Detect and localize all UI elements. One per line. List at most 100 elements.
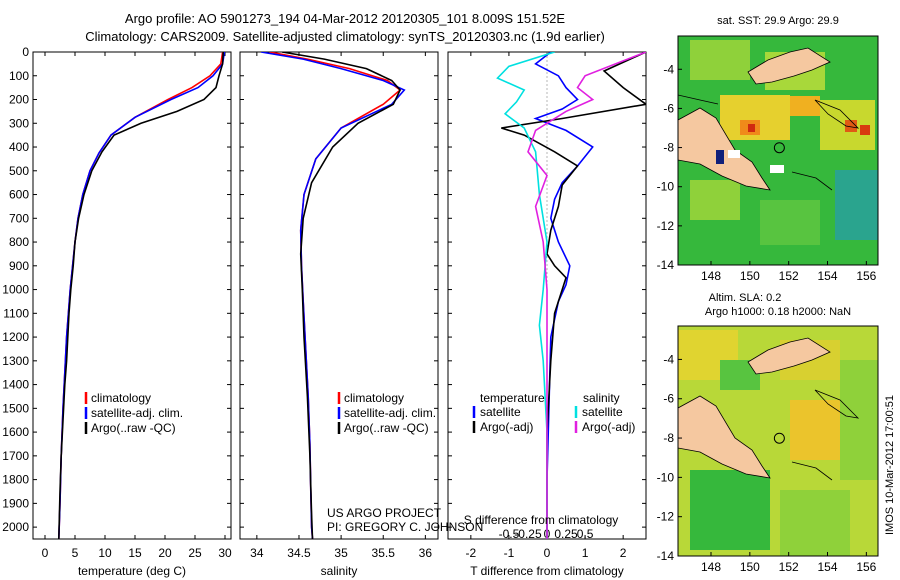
difference-xtick-label: -1 (504, 546, 515, 560)
salinity-xtick-label: 35.5 (372, 546, 396, 560)
depth-tick-label: 1800 (2, 473, 29, 487)
salinity-line-climatology (269, 52, 402, 539)
difference-series-group (496, 52, 646, 539)
map-ytick-label: -8 (663, 141, 674, 155)
figure-title-line2: Climatology: CARS2009. Satellite-adjuste… (85, 29, 605, 44)
map-ytick-label: -10 (657, 180, 675, 194)
salinity-diff-tick-label: -0.25 (514, 527, 542, 541)
axis-ticks-layer: 0100200300400500600700800900100011001200… (2, 45, 646, 560)
difference-line-s-satellite (496, 52, 555, 539)
difference-xlabel: T difference from climatology (470, 564, 624, 578)
map-xtick-label: 154 (817, 269, 837, 283)
map-xtick-label: 150 (740, 560, 760, 574)
temperature-xlabel: temperature (deg C) (78, 564, 186, 578)
temperature-xtick-label: 30 (218, 546, 232, 560)
sst-map-argo-marker (773, 142, 785, 154)
salinity-xtick-label: 34 (250, 546, 264, 560)
map-ytick-label: -14 (657, 549, 675, 563)
imos-timestamp: IMOS 10-Mar-2012 17:00:51 (884, 395, 896, 535)
depth-tick-label: 1500 (2, 401, 29, 415)
sla-map-ticks: 148 150 152 154 156 -4 -6 -8 -10 -12 -14 (657, 352, 877, 574)
depth-tick-label: 1700 (2, 449, 29, 463)
figure-title-line1: Argo profile: AO 5901273_194 04-Mar-2012… (125, 11, 566, 26)
salinity-diff-tick-label: 0.25 (554, 527, 578, 541)
map-ytick-label: -4 (663, 352, 674, 366)
depth-tick-label: 200 (9, 93, 29, 107)
sst-map-image (678, 36, 878, 265)
legend-group-temperature: temperature (480, 391, 545, 405)
sst-map-frame (677, 35, 879, 266)
legend-label-satellite: satellite-adj. clim. (344, 406, 436, 420)
map-xtick-label: 152 (779, 269, 799, 283)
temperature-line-climatology (58, 52, 224, 539)
sst-map-title: sat. SST: 29.9 Argo: 29.9 (717, 15, 839, 27)
temperature-line-argo-raw-qc- (58, 52, 224, 539)
depth-tick-label: 1100 (3, 306, 29, 320)
profile-series-layer (58, 52, 646, 539)
sla-map-title-line1: Altim. SLA: 0.2 (709, 292, 782, 304)
map-ytick-label: -4 (663, 62, 674, 76)
temperature-plot-frame (32, 51, 232, 540)
map-xtick-label: 150 (740, 269, 760, 283)
depth-tick-label: 300 (9, 116, 29, 130)
legend-label-satellite: satellite-adj. clim. (91, 406, 183, 420)
temperature-xtick-label: 15 (128, 546, 142, 560)
difference-xtick-label: 1 (582, 546, 589, 560)
difference-xtick-label: 0 (544, 546, 551, 560)
project-credit-line2: PI: GREGORY C. JOHNSON (327, 520, 483, 534)
depth-tick-label: 1000 (2, 283, 29, 297)
map-xtick-label: 148 (701, 269, 721, 283)
map-ytick-label: -10 (657, 470, 675, 484)
map-ytick-label: -14 (657, 258, 675, 272)
depth-tick-label: 400 (9, 140, 29, 154)
depth-tick-label: 0 (22, 45, 29, 59)
project-credit-line1: US ARGO PROJECT (327, 506, 442, 520)
temperature-xtick-label: 0 (42, 546, 49, 560)
salinity-diff-tick-label: 0.5 (577, 527, 594, 541)
legend-label-argo: Argo(..raw -QC) (91, 421, 176, 435)
difference-legend: temperature salinity satellite Argo(-adj… (472, 391, 635, 434)
depth-tick-label: 1600 (2, 425, 29, 439)
map-ytick-label: -12 (657, 219, 675, 233)
depth-tick-label: 1300 (2, 354, 29, 368)
depth-tick-label: 500 (9, 164, 29, 178)
temperature-series-group (58, 52, 226, 539)
map-xtick-label: 152 (779, 560, 799, 574)
temperature-xtick-label: 20 (158, 546, 172, 560)
salinity-line-satellite-adj-clim- (260, 52, 406, 539)
sla-map-frame (677, 325, 879, 557)
legend-label-argo: Argo(..raw -QC) (344, 421, 429, 435)
depth-tick-label: 900 (9, 259, 29, 273)
salinity-plot-frame (239, 51, 439, 540)
sla-map-argo-marker (773, 432, 785, 444)
temperature-legend: climatology satellite-adj. clim. Argo(..… (84, 391, 183, 435)
legend-label-climatology: climatology (344, 391, 404, 405)
difference-xtick-label: -2 (466, 546, 477, 560)
depth-tick-label: 600 (9, 188, 29, 202)
temperature-xtick-label: 25 (188, 546, 202, 560)
legend-label-climatology: climatology (91, 391, 151, 405)
salinity-xtick-label: 35 (334, 546, 348, 560)
map-xtick-label: 156 (856, 269, 876, 283)
depth-tick-label: 700 (9, 211, 29, 225)
sla-map-image (678, 326, 878, 556)
difference-line-t-argo-adj- (501, 52, 646, 539)
legend-label-s-argo: Argo(-adj) (582, 420, 635, 434)
legend-group-salinity: salinity (583, 391, 620, 405)
sla-map-title-line2: Argo h1000: 0.18 h2000: NaN (705, 306, 851, 318)
map-ytick-label: -8 (663, 431, 674, 445)
depth-tick-label: 100 (9, 69, 29, 83)
difference-xtick-label: 2 (620, 546, 627, 560)
salinity-series-group (260, 52, 406, 539)
map-ytick-label: -6 (663, 101, 674, 115)
map-xtick-label: 148 (701, 560, 721, 574)
map-ytick-label: -6 (663, 392, 674, 406)
legend-label-t-argo: Argo(-adj) (480, 420, 533, 434)
salinity-diff-tick-label: -0.5 (499, 527, 520, 541)
map-xtick-label: 154 (817, 560, 837, 574)
map-xtick-label: 156 (856, 560, 876, 574)
sst-map-ticks: 148 150 152 154 156 -4 -6 -8 -10 -12 -14 (657, 62, 877, 283)
salinity-legend: climatology satellite-adj. clim. Argo(..… (337, 391, 436, 435)
difference-line-s-argo-adj- (527, 52, 646, 539)
